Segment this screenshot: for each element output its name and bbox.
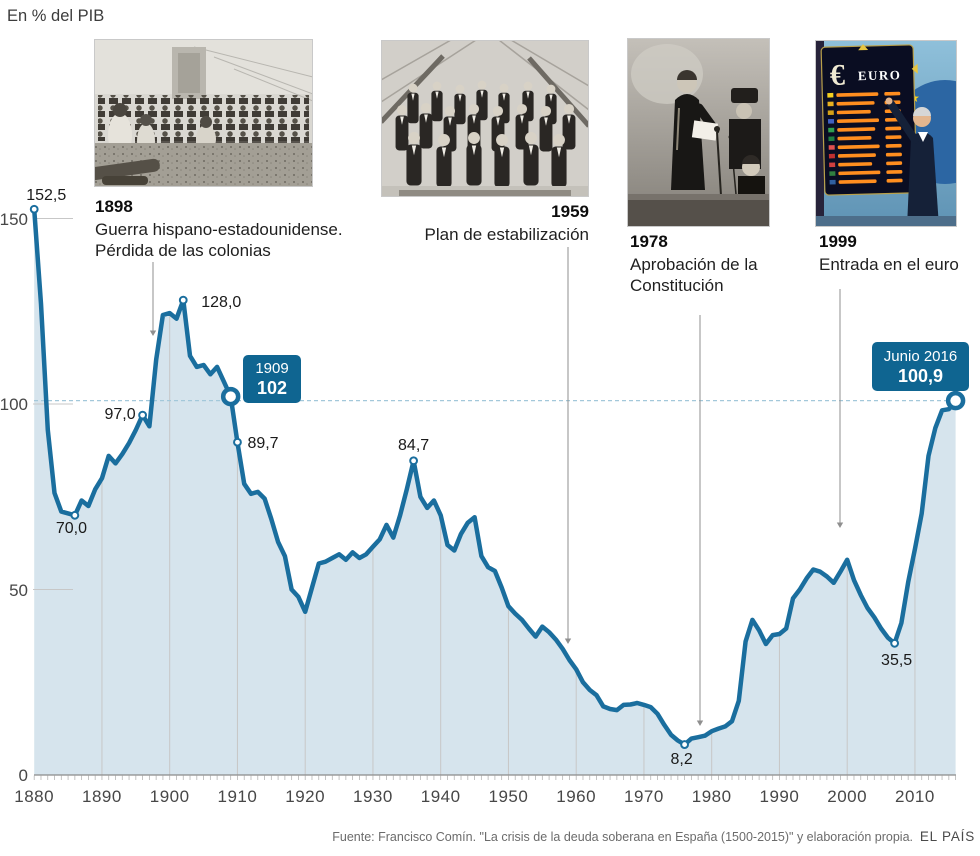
x-tick-label: 1930	[353, 787, 393, 806]
badge-1909: 1909 102	[243, 355, 301, 403]
badge-1909-label: 1909	[255, 360, 289, 377]
annotation-1959: 1959 Plan de estabilización	[425, 201, 589, 245]
page-title: En % del PIB	[7, 7, 105, 25]
euro-board-title: EURO	[858, 67, 902, 83]
highlight-point-marker	[220, 386, 241, 407]
photo-1999-euro: ★★★ ★★ € EURO	[815, 40, 957, 227]
annotation-arrow-head	[696, 720, 704, 726]
euro-symbol: €	[829, 59, 845, 92]
annotation-arrow-head	[564, 638, 572, 644]
badge-jun-2016-value: 100,9	[897, 365, 944, 386]
source-credit: Fuente: Francisco Comín. "La crisis de l…	[332, 830, 913, 844]
data-point-marker	[409, 456, 419, 466]
debt-area-fill	[34, 209, 956, 775]
data-point-marker	[890, 638, 900, 648]
annotation-1999: 1999 Entrada en el euro	[819, 231, 959, 275]
annotation-1959-line1: Plan de estabilización	[424, 225, 589, 244]
annotation-1978-year: 1978	[630, 232, 668, 251]
annotation-1999-line1: Entrada en el euro	[819, 255, 959, 274]
value-label: 128,0	[201, 294, 242, 312]
photo-1898-war	[94, 39, 313, 187]
data-point-marker	[178, 295, 188, 305]
x-tick-label: 1940	[420, 787, 461, 806]
y-tick-label: 0	[18, 766, 28, 785]
annotation-arrow-head	[836, 522, 844, 528]
y-tick-label: 50	[9, 580, 28, 600]
annotation-1978: 1978 Aprobación de la Constitución	[630, 231, 758, 296]
data-point-marker	[70, 510, 80, 520]
data-point-marker	[138, 410, 148, 420]
x-tick-label: 1920	[285, 787, 326, 806]
x-tick-label: 1990	[759, 787, 800, 806]
x-tick-label: 1950	[488, 787, 529, 806]
value-label: 84,7	[398, 436, 430, 454]
x-tick-label: 1980	[691, 787, 732, 806]
x-tick-label: 2010	[895, 787, 935, 806]
value-label: 89,7	[247, 435, 279, 453]
data-point-marker	[680, 740, 689, 749]
annotation-1898-line1: Guerra hispano-estadounidense.	[95, 220, 343, 239]
x-tick-label: 1970	[624, 787, 664, 806]
annotation-1978-line2: Constitución	[630, 276, 724, 295]
value-label: 8,2	[670, 750, 693, 768]
y-tick-label: 150	[0, 209, 28, 229]
x-tick-label: 1900	[149, 787, 190, 806]
x-tick-label: 1890	[82, 787, 122, 806]
photo-1978-king	[627, 38, 770, 227]
badge-1909-value: 102	[256, 378, 288, 398]
annotation-1959-year: 1959	[551, 202, 589, 221]
annotation-1898-line2: Pérdida de las colonias	[95, 241, 271, 260]
x-tick-label: 1910	[217, 787, 258, 806]
x-tick-label: 1880	[14, 787, 55, 806]
data-point-marker	[233, 437, 242, 447]
annotation-1898-year: 1898	[95, 197, 133, 216]
value-label: 35,5	[881, 652, 913, 670]
photo-1959-cabinet	[381, 40, 589, 197]
publisher-credit: EL PAÍS	[919, 829, 975, 844]
annotation-1978-line1: Aprobación de la	[630, 255, 758, 274]
y-tick-label: 100	[0, 395, 28, 414]
x-tick-label: 1960	[556, 787, 597, 806]
highlight-point-marker	[945, 390, 966, 411]
value-label: 97,0	[104, 406, 136, 424]
value-label: 70,0	[55, 520, 87, 538]
debt-line	[31, 206, 958, 747]
badge-jun-2016: Junio 2016 100,9	[872, 342, 969, 391]
x-tick-label: 2000	[827, 787, 868, 806]
data-point-marker	[29, 204, 39, 214]
badge-jun-2016-label: Junio 2016	[883, 347, 958, 365]
value-label: 152,5	[26, 187, 67, 205]
annotation-arrow-head	[149, 330, 157, 336]
annotation-1999-year: 1999	[819, 232, 857, 251]
annotation-1898: 1898 Guerra hispano-estadounidense. Pérd…	[95, 196, 343, 261]
